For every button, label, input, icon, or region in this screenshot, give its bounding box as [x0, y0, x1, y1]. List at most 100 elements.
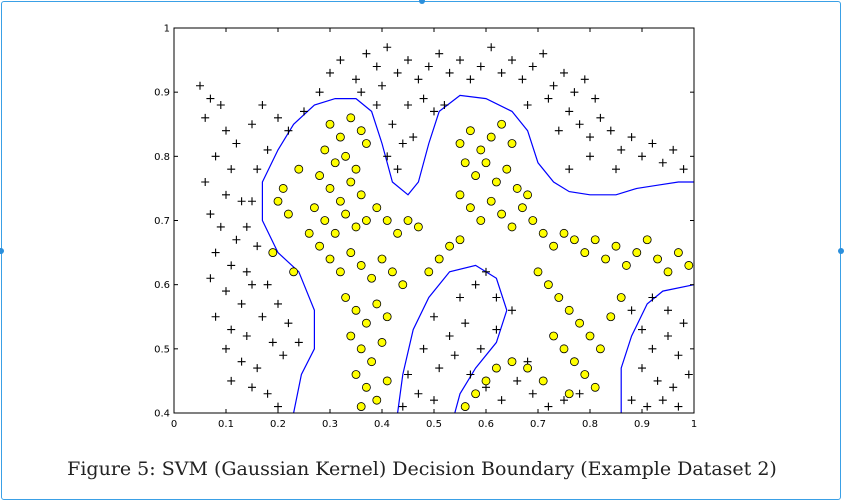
negative-point-114: [289, 267, 299, 277]
positive-point-108: [492, 293, 501, 302]
negative-point-103: [564, 389, 574, 399]
negative-point-7: [351, 164, 361, 174]
positive-point-100: [378, 81, 386, 90]
negative-point-72: [559, 228, 569, 238]
x-tick-label-9: 0.9: [634, 419, 650, 430]
y-tick-label-0: 0.4: [154, 409, 170, 420]
negative-point-19: [361, 216, 371, 225]
positive-point-5: [232, 139, 241, 148]
negative-point-83: [674, 248, 683, 257]
positive-point-120: [404, 370, 412, 379]
positive-point-60: [445, 68, 454, 77]
y-tick-label-4: 0.8: [154, 152, 170, 163]
negative-point-116: [294, 164, 304, 174]
negative-point-53: [497, 119, 507, 129]
positive-point-51: [352, 75, 360, 84]
positive-point-123: [398, 402, 407, 411]
negative-point-21: [382, 216, 392, 225]
negative-point-111: [273, 196, 283, 206]
positive-point-145: [679, 319, 688, 328]
negative-point-95: [596, 344, 605, 354]
positive-point-77: [523, 101, 532, 109]
positive-point-41: [284, 319, 293, 328]
negative-point-80: [642, 235, 652, 245]
x-tick-label-6: 0.6: [478, 419, 494, 430]
positive-point-2: [216, 101, 225, 109]
positive-point-64: [487, 43, 496, 52]
positive-point-94: [398, 139, 407, 148]
negative-point-113: [268, 248, 278, 257]
negative-point-60: [512, 184, 522, 193]
negative-point-66: [497, 209, 507, 219]
decision-boundary-2: [397, 264, 508, 414]
negative-point-75: [590, 235, 600, 245]
negative-point-40: [346, 331, 356, 341]
negative-point-109: [471, 389, 481, 399]
decision-boundary-3: [620, 284, 695, 413]
points-layer: [196, 43, 694, 411]
positive-point-4: [222, 126, 230, 135]
positive-point-105: [456, 293, 464, 302]
positive-point-113: [492, 325, 501, 334]
resize-handle-right[interactable]: [838, 248, 844, 254]
negative-point-29: [346, 248, 356, 257]
positive-point-135: [674, 351, 683, 360]
positive-point-20: [211, 312, 220, 321]
positive-point-40: [274, 299, 282, 308]
negative-point-92: [564, 305, 574, 315]
positive-point-59: [435, 49, 444, 58]
positive-point-144: [664, 306, 672, 315]
positive-point-25: [253, 364, 262, 373]
negative-point-73: [570, 235, 579, 245]
x-tick-label-2: 0.2: [270, 419, 286, 430]
x-tick-label-0: 0: [171, 419, 177, 430]
positive-point-76: [544, 94, 553, 103]
positive-point-14: [211, 248, 220, 257]
negative-point-52: [486, 132, 496, 142]
negative-point-69: [528, 216, 538, 225]
positive-point-42: [268, 338, 277, 347]
negative-point-8: [361, 139, 371, 148]
negative-point-30: [356, 261, 366, 270]
negative-point-94: [585, 331, 595, 341]
positive-point-109: [430, 312, 438, 321]
negative-point-57: [481, 158, 491, 168]
negative-point-76: [601, 254, 610, 264]
x-tick-label-1: 0.1: [218, 419, 234, 430]
boundary-layer: [261, 94, 695, 414]
positive-point-71: [560, 68, 568, 77]
y-tick-label-2: 0.6: [154, 280, 170, 291]
x-tick-label-3: 0.3: [322, 419, 338, 430]
negative-point-63: [465, 203, 475, 213]
resize-handle-top[interactable]: [419, 0, 425, 4]
positive-point-126: [528, 389, 537, 398]
positive-point-143: [674, 402, 683, 411]
negative-point-91: [554, 293, 564, 302]
negative-point-96: [606, 312, 616, 322]
negative-point-88: [455, 235, 465, 245]
resize-handle-left[interactable]: [0, 248, 4, 254]
positive-point-12: [216, 222, 225, 231]
positive-point-61: [456, 56, 464, 65]
positive-point-32: [284, 126, 293, 135]
negative-point-115: [278, 184, 288, 193]
positive-point-17: [206, 274, 215, 283]
negative-point-5: [330, 158, 340, 168]
positive-point-62: [466, 75, 475, 84]
negative-point-47: [382, 376, 392, 386]
positive-point-35: [253, 165, 262, 174]
positive-point-122: [430, 396, 438, 405]
positive-point-107: [482, 267, 490, 276]
negative-point-112: [283, 209, 293, 219]
positive-point-0: [196, 81, 204, 90]
positive-point-141: [643, 402, 652, 411]
negative-point-102: [590, 382, 600, 392]
positive-point-75: [565, 107, 574, 116]
negative-point-16: [330, 228, 340, 238]
axis-layer: 0 0.1 0.2 0.3 0.4 0.5 0.6 0.7 0.8 0.9 1 0.4 0.5 0.6 0.…: [154, 24, 697, 431]
positive-point-146: [648, 293, 657, 302]
positive-point-47: [300, 107, 308, 116]
positive-point-28: [263, 389, 272, 398]
x-tick-label-4: 0.4: [374, 419, 390, 430]
negative-point-81: [653, 254, 662, 264]
